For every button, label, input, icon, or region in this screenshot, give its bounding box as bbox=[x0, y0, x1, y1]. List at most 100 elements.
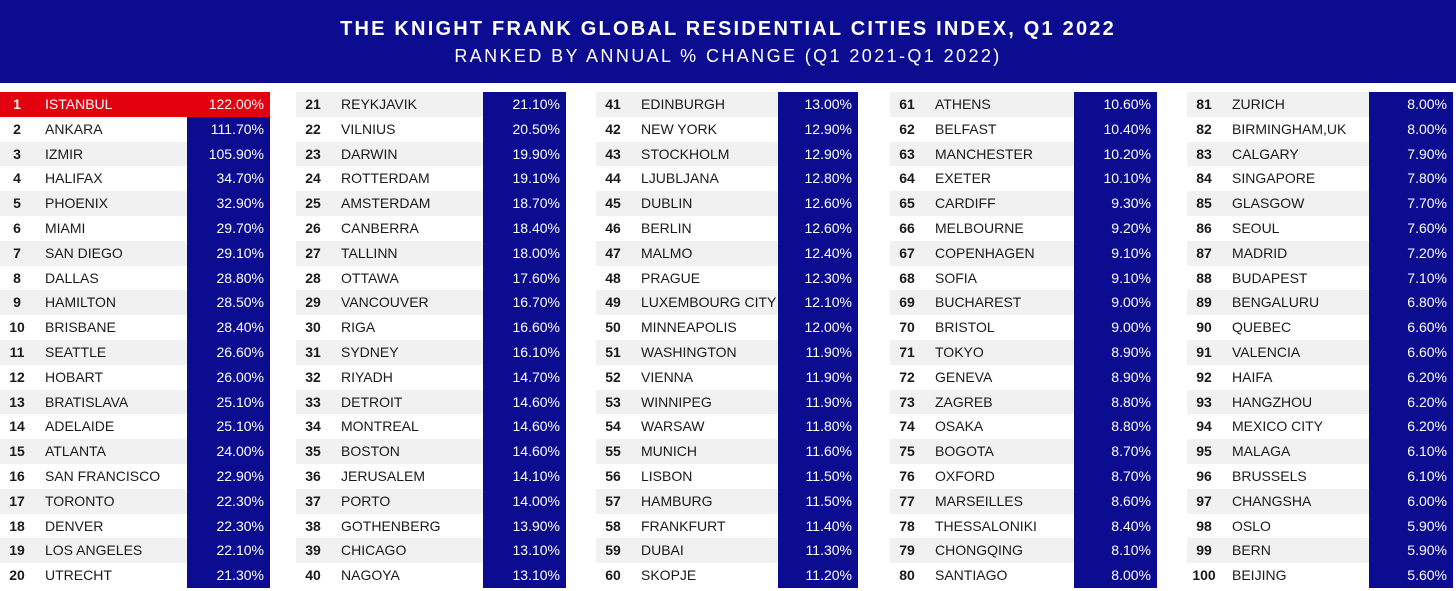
rank-number: 54 bbox=[605, 418, 621, 435]
table-row: 39 CHICAGO 13.10% bbox=[296, 538, 566, 564]
annual-change-value: 13.10% bbox=[483, 563, 566, 588]
annual-change-value: 8.60% bbox=[1074, 488, 1157, 514]
city-name: ANKARA bbox=[45, 120, 103, 137]
rank-number: 60 bbox=[605, 567, 621, 584]
rank-number: 35 bbox=[305, 443, 321, 460]
city-name: OXFORD bbox=[935, 467, 995, 484]
annual-change-value: 24.00% bbox=[187, 439, 270, 464]
rank-number: 79 bbox=[899, 542, 915, 559]
annual-change-value: 8.00% bbox=[1369, 116, 1453, 142]
annual-change-value: 9.10% bbox=[1074, 240, 1157, 266]
city-name: ATHENS bbox=[935, 96, 991, 112]
annual-change-value: 8.70% bbox=[1074, 463, 1157, 489]
table-row: 28 OTTAWA 17.60% bbox=[296, 265, 566, 291]
table-row: 99 BERN 5.90% bbox=[1187, 538, 1453, 564]
annual-change-value: 6.20% bbox=[1369, 364, 1453, 390]
rank-number: 66 bbox=[899, 219, 915, 236]
annual-change-value: 12.90% bbox=[778, 116, 858, 142]
city-name: AMSTERDAM bbox=[341, 195, 431, 212]
city-name: BRISBANE bbox=[45, 319, 116, 336]
annual-change-value: 18.00% bbox=[483, 240, 566, 266]
annual-change-value: 12.40% bbox=[778, 240, 858, 266]
rank-number: 97 bbox=[1196, 492, 1212, 509]
city-name: VALENCIA bbox=[1232, 343, 1301, 360]
annual-change-value: 14.00% bbox=[483, 488, 566, 514]
rank-number: 67 bbox=[899, 244, 915, 261]
page-subtitle: RANKED BY ANNUAL % CHANGE (Q1 2021-Q1 20… bbox=[454, 46, 1002, 66]
annual-change-value: 28.40% bbox=[187, 315, 270, 340]
annual-change-value: 8.80% bbox=[1074, 389, 1157, 415]
annual-change-value: 11.30% bbox=[778, 538, 858, 564]
annual-change-value: 20.50% bbox=[483, 116, 566, 142]
table-row: 53 WINNIPEG 11.90% bbox=[596, 389, 858, 415]
table-row: 90 QUEBEC 6.60% bbox=[1187, 315, 1453, 340]
rank-number: 85 bbox=[1196, 195, 1212, 212]
table-row: 4 HALIFAX 34.70% bbox=[0, 166, 270, 192]
ranking-column: 61 ATHENS 10.60% 62 BELFAST 10.40% 63 MANCHESTE… bbox=[890, 92, 1157, 588]
city-name: BOSTON bbox=[341, 443, 400, 460]
table-row: 96 BRUSSELS 6.10% bbox=[1187, 463, 1453, 489]
rank-number: 59 bbox=[605, 542, 621, 559]
table-row: 80 SANTIAGO 8.00% bbox=[890, 563, 1157, 588]
table-row: 93 HANGZHOU 6.20% bbox=[1187, 389, 1453, 415]
rank-number: 81 bbox=[1196, 96, 1212, 112]
annual-change-value: 7.10% bbox=[1369, 265, 1453, 291]
rank-number: 49 bbox=[605, 294, 621, 311]
annual-change-value: 6.20% bbox=[1369, 414, 1453, 440]
city-name: NAGOYA bbox=[341, 567, 400, 584]
city-name: VANCOUVER bbox=[341, 294, 429, 311]
rank-number: 6 bbox=[13, 219, 21, 236]
city-name: MADRID bbox=[1232, 244, 1288, 261]
rank-number: 10 bbox=[9, 319, 25, 336]
annual-change-value: 9.20% bbox=[1074, 215, 1157, 241]
table-row: 67 COPENHAGEN 9.10% bbox=[890, 240, 1157, 266]
table-row: 83 CALGARY 7.90% bbox=[1187, 141, 1453, 167]
rank-number: 1 bbox=[13, 96, 21, 112]
city-name: TORONTO bbox=[45, 492, 115, 509]
table-row: 54 WARSAW 11.80% bbox=[596, 414, 858, 440]
annual-change-value: 14.10% bbox=[483, 463, 566, 489]
city-name: VIENNA bbox=[641, 368, 694, 385]
city-name: SANTIAGO bbox=[935, 567, 1008, 584]
table-row: 76 OXFORD 8.70% bbox=[890, 463, 1157, 489]
annual-change-value: 6.10% bbox=[1369, 439, 1453, 464]
rank-number: 58 bbox=[605, 517, 621, 534]
city-name: SOFIA bbox=[935, 269, 978, 286]
city-name: BUCHAREST bbox=[935, 294, 1022, 311]
rank-number: 27 bbox=[305, 244, 321, 261]
annual-change-value: 111.70% bbox=[187, 116, 270, 142]
table-row: 51 WASHINGTON 11.90% bbox=[596, 339, 858, 365]
table-row: 6 MIAMI 29.70% bbox=[0, 215, 270, 241]
city-name: BENGALURU bbox=[1232, 294, 1320, 311]
rank-number: 3 bbox=[13, 145, 21, 162]
annual-change-value: 18.70% bbox=[483, 191, 566, 216]
city-name: DUBLIN bbox=[641, 195, 693, 212]
rank-number: 71 bbox=[899, 343, 915, 360]
city-name: REYKJAVIK bbox=[341, 96, 417, 112]
rank-number: 92 bbox=[1196, 368, 1212, 385]
annual-change-value: 22.30% bbox=[187, 513, 270, 539]
table-row: 32 RIYADH 14.70% bbox=[296, 364, 566, 390]
city-name: BERLIN bbox=[641, 219, 692, 236]
annual-change-value: 11.80% bbox=[778, 414, 858, 440]
city-name: OSLO bbox=[1232, 517, 1271, 534]
rank-number: 80 bbox=[899, 567, 915, 584]
city-name: SYDNEY bbox=[341, 343, 399, 360]
table-row: 27 TALLINN 18.00% bbox=[296, 240, 566, 266]
rank-number: 4 bbox=[13, 170, 21, 187]
rank-number: 20 bbox=[9, 567, 25, 584]
rank-number: 95 bbox=[1196, 443, 1212, 460]
annual-change-value: 14.60% bbox=[483, 389, 566, 415]
page-header: THE KNIGHT FRANK GLOBAL RESIDENTIAL CITI… bbox=[0, 0, 1456, 83]
annual-change-value: 12.30% bbox=[778, 265, 858, 291]
rank-number: 89 bbox=[1196, 294, 1212, 311]
city-name: BEIJING bbox=[1232, 567, 1287, 584]
city-name: DETROIT bbox=[341, 393, 403, 410]
rank-number: 41 bbox=[605, 96, 621, 112]
annual-change-value: 21.10% bbox=[483, 92, 566, 117]
rank-number: 84 bbox=[1196, 170, 1212, 187]
table-row: 16 SAN FRANCISCO 22.90% bbox=[0, 463, 270, 489]
city-name: CARDIFF bbox=[935, 195, 996, 212]
annual-change-value: 25.10% bbox=[187, 414, 270, 440]
table-row: 79 CHONGQING 8.10% bbox=[890, 538, 1157, 564]
